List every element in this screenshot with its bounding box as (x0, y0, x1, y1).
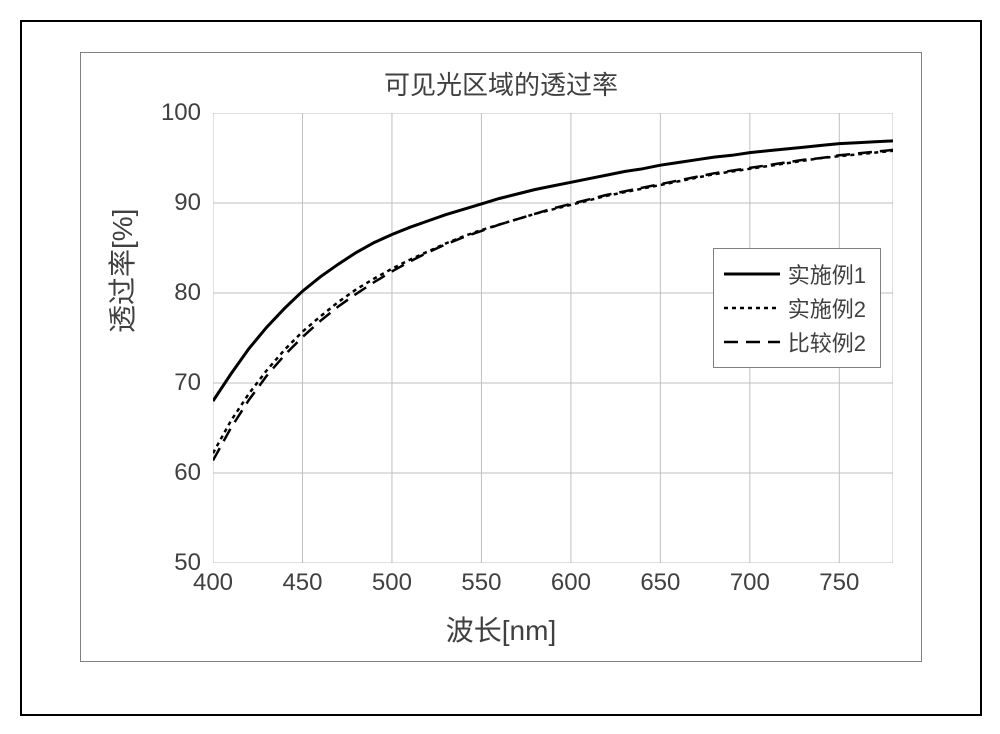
legend-label: 实施例2 (788, 292, 866, 324)
x-tick-label: 500 (372, 569, 412, 597)
y-tick-label: 80 (81, 279, 201, 307)
legend-swatch-dotted (724, 298, 780, 318)
x-tick-label: 400 (193, 569, 233, 597)
legend-label: 实施例1 (788, 258, 866, 290)
outer-frame: 可见光区域的透过率 50 60 70 80 90 100 400 450 500 550 600 6… (20, 20, 982, 716)
x-tick-label: 450 (282, 569, 322, 597)
y-tick-label: 70 (81, 369, 201, 397)
x-axis-title: 波长[nm] (81, 609, 921, 649)
y-tick-label: 50 (81, 549, 201, 577)
legend: 实施例1 实施例2 比较例2 (713, 248, 881, 368)
x-tick-label: 750 (819, 569, 859, 597)
x-tick-label: 650 (640, 569, 680, 597)
chart-frame: 可见光区域的透过率 50 60 70 80 90 100 400 450 500 550 600 6… (80, 52, 922, 662)
x-tick-label: 600 (551, 569, 591, 597)
y-tick-label: 60 (81, 459, 201, 487)
y-tick-label: 90 (81, 189, 201, 217)
legend-swatch-dashed (724, 332, 780, 352)
x-tick-label: 550 (461, 569, 501, 597)
legend-item: 实施例1 (724, 257, 866, 291)
x-tick-label: 700 (730, 569, 770, 597)
legend-label: 比较例2 (788, 326, 866, 358)
chart-title: 可见光区域的透过率 (81, 65, 921, 102)
legend-swatch-solid (724, 264, 780, 284)
y-tick-label: 100 (81, 99, 201, 127)
legend-item: 比较例2 (724, 325, 866, 359)
legend-item: 实施例2 (724, 291, 866, 325)
y-axis-title: 透过率[%] (101, 209, 141, 333)
